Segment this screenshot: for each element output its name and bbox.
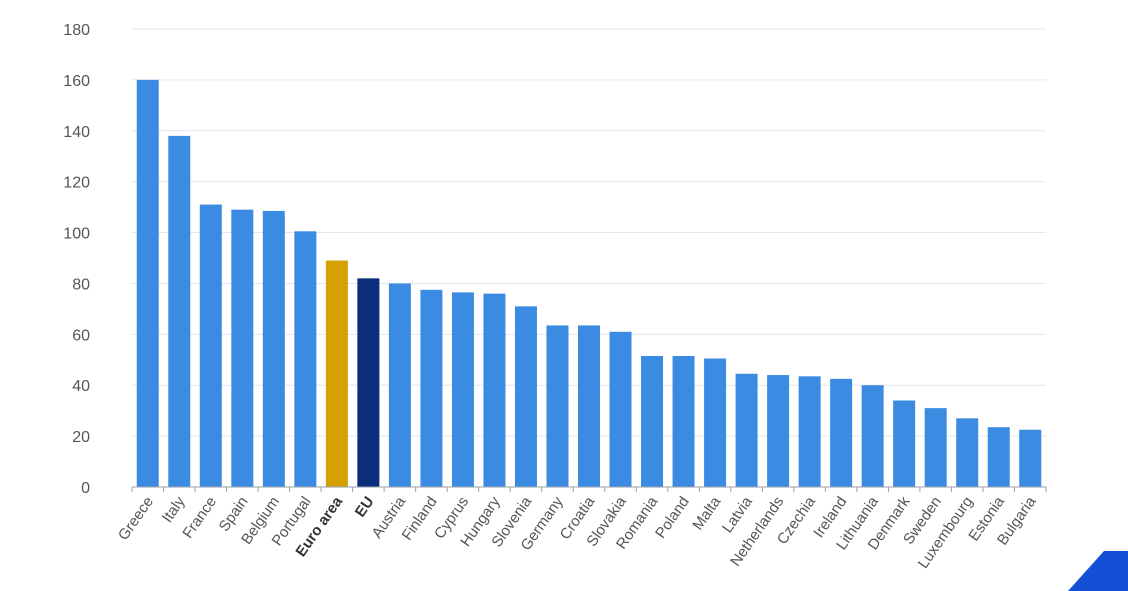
y-tick-label: 140 bbox=[63, 124, 90, 141]
y-tick-label: 120 bbox=[63, 175, 90, 192]
bar-euro-area[interactable] bbox=[325, 260, 348, 487]
x-category-label: Italy bbox=[159, 493, 189, 526]
bar-sweden[interactable] bbox=[924, 408, 947, 487]
bar-estonia[interactable] bbox=[987, 427, 1010, 487]
bar-romania[interactable] bbox=[641, 355, 664, 487]
bar-luxembourg[interactable] bbox=[956, 418, 979, 487]
bar-czechia[interactable] bbox=[798, 376, 821, 487]
y-tick-label: 180 bbox=[63, 22, 90, 39]
bar-eu[interactable] bbox=[357, 278, 380, 487]
bar-lithuania[interactable] bbox=[861, 385, 884, 487]
x-category-label: Poland bbox=[652, 494, 693, 542]
y-tick-label: 0 bbox=[81, 480, 90, 497]
x-category-label: Greece bbox=[115, 494, 157, 544]
bar-bulgaria[interactable] bbox=[1019, 429, 1042, 487]
bar-slovenia[interactable] bbox=[514, 306, 537, 487]
x-axis bbox=[131, 486, 1047, 492]
bar-denmark[interactable] bbox=[893, 400, 916, 487]
bar-finland[interactable] bbox=[420, 289, 443, 487]
bar-slovakia[interactable] bbox=[609, 331, 632, 487]
y-tick-label: 160 bbox=[63, 73, 90, 90]
bar-cyprus[interactable] bbox=[451, 292, 474, 487]
bar-italy[interactable] bbox=[168, 135, 191, 487]
bar-germany[interactable] bbox=[546, 325, 569, 487]
bar-malta[interactable] bbox=[704, 358, 727, 487]
x-category-label: France bbox=[179, 494, 220, 542]
corner-logo-shape bbox=[1068, 551, 1128, 591]
y-tick-label: 20 bbox=[72, 429, 90, 446]
bar-austria[interactable] bbox=[388, 283, 411, 487]
y-tick-label: 60 bbox=[72, 327, 90, 344]
bar-greece[interactable] bbox=[136, 79, 159, 487]
y-tick-label: 100 bbox=[63, 226, 90, 243]
corner-logo-polygon bbox=[1068, 551, 1128, 591]
bar-portugal[interactable] bbox=[294, 231, 317, 487]
bar-netherlands[interactable] bbox=[767, 375, 790, 487]
bar-latvia[interactable] bbox=[735, 373, 758, 487]
bar-belgium[interactable] bbox=[262, 210, 285, 487]
y-tick-label: 80 bbox=[72, 276, 90, 293]
bar-spain[interactable] bbox=[231, 209, 254, 487]
bar-croatia[interactable] bbox=[578, 325, 600, 487]
bar-ireland[interactable] bbox=[830, 378, 853, 487]
y-tick-label: 40 bbox=[72, 378, 90, 395]
bars bbox=[136, 79, 1042, 488]
x-axis-category-labels: Greece ItalyFranceSpainBelgiumPortugalEur… bbox=[115, 493, 1040, 572]
bar-poland[interactable] bbox=[672, 355, 695, 487]
y-axis-tick-labels: 0 20 40 60 80 100 120 140 160 180 bbox=[63, 22, 90, 497]
x-category-label: EU bbox=[352, 494, 378, 521]
bar-france[interactable] bbox=[199, 204, 222, 488]
bar-hungary[interactable] bbox=[483, 293, 506, 487]
